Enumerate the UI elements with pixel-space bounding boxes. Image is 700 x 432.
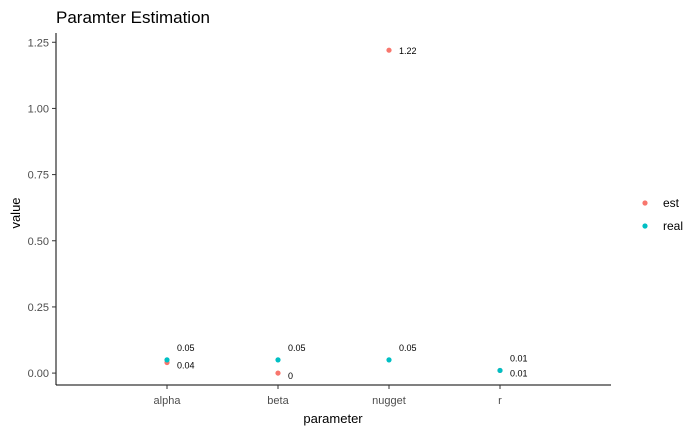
data-label-est: 0.01 (510, 368, 528, 378)
data-points (164, 47, 503, 376)
x-axis-ticks: alpha beta nugget r (154, 385, 502, 407)
data-label-real: 0.05 (399, 343, 417, 353)
y-axis-title: value (8, 197, 23, 228)
data-point-real (497, 367, 503, 374)
data-point-est (275, 370, 281, 376)
x-tick-label: nugget (372, 395, 406, 407)
y-tick-label: 0.25 (28, 302, 49, 314)
data-point-est (386, 47, 392, 53)
data-point-real (164, 357, 170, 363)
legend-label-est: est (663, 196, 680, 210)
chart-title: Paramter Estimation (56, 8, 210, 27)
y-tick-label: 1.00 (28, 103, 49, 115)
legend: est real (642, 196, 683, 233)
data-label-real: 0.05 (288, 343, 306, 353)
data-label-est: 0.04 (177, 361, 195, 371)
data-point-real (275, 357, 281, 363)
plot-area: 0.00 0.25 0.50 0.75 1.00 1.25 alpha beta nugget… (28, 33, 611, 407)
y-tick-label: 1.25 (28, 37, 49, 49)
legend-key-real (642, 223, 648, 229)
legend-key-est (642, 200, 648, 206)
data-labels: 0.04 0 1.22 0.01 0.05 0.05 0.05 0.01 (177, 46, 528, 381)
data-label-est: 0 (288, 371, 293, 381)
y-axis-ticks: 0.00 0.25 0.50 0.75 1.00 1.25 (28, 37, 56, 380)
data-label-real: 0.01 (510, 353, 528, 363)
x-tick-label: beta (267, 395, 289, 407)
x-tick-label: r (498, 395, 502, 407)
x-tick-label: alpha (154, 395, 182, 407)
data-label-est: 1.22 (399, 46, 417, 56)
legend-label-real: real (663, 219, 683, 233)
data-point-real (386, 357, 392, 363)
data-label-real: 0.05 (177, 343, 195, 353)
y-tick-label: 0.75 (28, 170, 49, 182)
y-tick-label: 0.00 (28, 368, 49, 380)
y-tick-label: 0.50 (28, 236, 49, 248)
x-axis-title: parameter (303, 411, 363, 426)
